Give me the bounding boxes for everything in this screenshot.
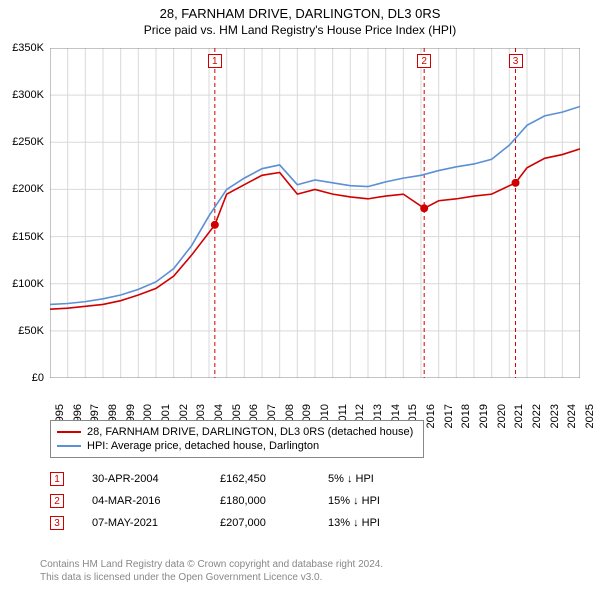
legend-label-1: 28, FARNHAM DRIVE, DARLINGTON, DL3 0RS (… [87,426,413,438]
legend-box: 28, FARNHAM DRIVE, DARLINGTON, DL3 0RS (… [50,420,424,458]
transactions-table: 1 30-APR-2004 £162,450 5% ↓ HPI 2 04-MAR… [50,468,560,534]
transaction-price: £207,000 [220,517,300,529]
y-tick-label: £0 [2,372,44,384]
legend-row-2: HPI: Average price, detached house, Darl… [57,439,417,453]
y-tick-label: £350K [2,42,44,54]
chart-marker-box: 2 [417,54,431,68]
chart-container: 28, FARNHAM DRIVE, DARLINGTON, DL3 0RS P… [0,0,600,590]
legend-swatch-2 [57,445,81,447]
transaction-price: £180,000 [220,495,300,507]
transaction-marker: 3 [50,516,64,530]
transaction-row: 1 30-APR-2004 £162,450 5% ↓ HPI [50,468,560,490]
transaction-diff: 5% ↓ HPI [328,473,438,485]
y-tick-label: £300K [2,89,44,101]
legend-swatch-1 [57,431,81,433]
chart-svg [50,48,580,378]
legend-row-1: 28, FARNHAM DRIVE, DARLINGTON, DL3 0RS (… [57,425,417,439]
chart-plot-area: £0£50K£100K£150K£200K£250K£300K£350K 199… [50,48,580,378]
footer-line-2: This data is licensed under the Open Gov… [40,571,383,584]
transaction-price: £162,450 [220,473,300,485]
y-tick-label: £200K [2,183,44,195]
legend-label-2: HPI: Average price, detached house, Darl… [87,440,319,452]
x-tick-label: 2025 [584,404,596,428]
legend-and-table: 28, FARNHAM DRIVE, DARLINGTON, DL3 0RS (… [40,420,560,534]
footer-attribution: Contains HM Land Registry data © Crown c… [40,558,383,584]
y-tick-label: £250K [2,136,44,148]
transaction-date: 30-APR-2004 [92,473,192,485]
chart-marker-box: 1 [208,54,222,68]
y-tick-label: £100K [2,278,44,290]
transaction-marker: 1 [50,472,64,486]
transaction-row: 3 07-MAY-2021 £207,000 13% ↓ HPI [50,512,560,534]
transaction-diff: 15% ↓ HPI [328,495,438,507]
transaction-row: 2 04-MAR-2016 £180,000 15% ↓ HPI [50,490,560,512]
chart-marker-box: 3 [509,54,523,68]
x-tick-label: 2024 [566,404,578,428]
chart-title: 28, FARNHAM DRIVE, DARLINGTON, DL3 0RS [0,0,600,21]
transaction-marker: 2 [50,494,64,508]
transaction-date: 04-MAR-2016 [92,495,192,507]
transaction-date: 07-MAY-2021 [92,517,192,529]
transaction-diff: 13% ↓ HPI [328,517,438,529]
footer-line-1: Contains HM Land Registry data © Crown c… [40,558,383,571]
chart-subtitle: Price paid vs. HM Land Registry's House … [0,21,600,37]
y-tick-label: £50K [2,325,44,337]
y-tick-label: £150K [2,231,44,243]
